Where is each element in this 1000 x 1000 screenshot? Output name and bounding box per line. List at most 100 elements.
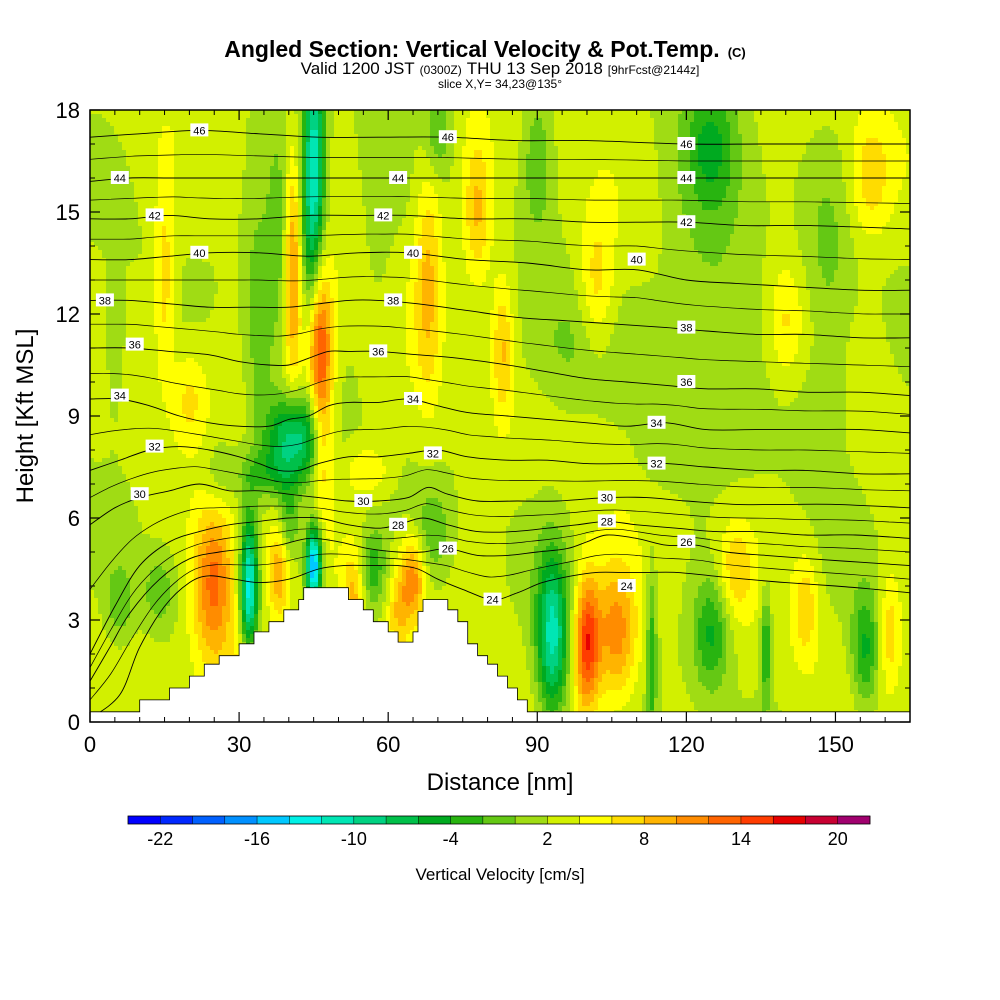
heat-cell <box>290 114 295 119</box>
heat-cell <box>294 114 299 119</box>
heat-cell <box>810 126 815 131</box>
heat-cell <box>326 126 331 131</box>
heat-cell <box>654 126 659 131</box>
heat-cell <box>798 122 803 127</box>
heat-cell <box>742 122 747 127</box>
heat-cell <box>198 114 203 119</box>
heat-cell <box>510 118 515 123</box>
heat-cell <box>370 134 375 139</box>
heat-cell <box>806 126 811 131</box>
heat-cell <box>638 114 643 119</box>
heat-cell <box>882 122 887 127</box>
heat-cell <box>426 130 431 135</box>
heat-cell <box>170 126 175 131</box>
heat-cell <box>306 130 311 135</box>
heat-cell <box>826 122 831 127</box>
heat-cell <box>522 126 527 131</box>
heat-cell <box>882 114 887 119</box>
heat-cell <box>122 130 127 135</box>
heat-cell <box>698 130 703 135</box>
heat-cell <box>338 126 343 131</box>
heat-cell <box>254 122 259 127</box>
heat-cell <box>458 130 463 135</box>
heat-cell <box>350 134 355 139</box>
heat-cell <box>542 118 547 123</box>
heat-cell <box>470 130 475 135</box>
heat-cell <box>830 122 835 127</box>
heat-cell <box>386 126 391 131</box>
heat-cell <box>150 130 155 135</box>
heat-cell <box>682 130 687 135</box>
heat-cell <box>326 114 331 119</box>
heat-cell <box>394 114 399 119</box>
heat-cell <box>654 118 659 123</box>
heat-cell <box>758 118 763 123</box>
heat-cell <box>586 126 591 131</box>
heat-cell <box>170 134 175 139</box>
heat-cell <box>110 134 115 139</box>
heat-cell <box>894 126 899 131</box>
heat-cell <box>854 130 859 135</box>
heat-cell <box>238 122 243 127</box>
heat-cell <box>166 122 171 127</box>
heat-cell <box>266 118 271 123</box>
heat-cell <box>586 122 591 127</box>
heat-cell <box>342 134 347 139</box>
heat-cell <box>282 126 287 131</box>
heat-cell <box>794 130 799 135</box>
heat-cell <box>110 130 115 135</box>
heat-cell <box>698 122 703 127</box>
heat-cell <box>266 126 271 131</box>
heat-cell <box>130 118 135 123</box>
heat-cell <box>662 114 667 119</box>
heat-cell <box>402 126 407 131</box>
heat-cell <box>382 122 387 127</box>
heat-cell <box>310 118 315 123</box>
heat-cell <box>398 126 403 131</box>
heat-cell <box>322 134 327 139</box>
heat-cell <box>822 126 827 131</box>
heat-cell <box>358 130 363 135</box>
heat-cell <box>414 114 419 119</box>
heat-cell <box>302 126 307 131</box>
heat-cell <box>638 118 643 123</box>
heat-cell <box>514 118 519 123</box>
heat-cell <box>206 114 211 119</box>
heat-cell <box>546 122 551 127</box>
heat-cell <box>818 130 823 135</box>
heat-cell <box>334 114 339 119</box>
heat-cell <box>114 126 119 131</box>
heat-cell <box>418 126 423 131</box>
heat-cell <box>750 126 755 131</box>
heat-cell <box>778 122 783 127</box>
heat-cell <box>310 130 315 135</box>
heat-cell <box>362 130 367 135</box>
heat-cell <box>174 114 179 119</box>
heat-cell <box>650 122 655 127</box>
heat-cell <box>110 122 115 127</box>
heat-cell <box>438 114 443 119</box>
heat-cell <box>146 118 151 123</box>
heat-cell <box>762 118 767 123</box>
heat-cell <box>406 114 411 119</box>
heat-cell <box>126 130 131 135</box>
heat-cell <box>750 114 755 119</box>
heat-cell <box>530 118 535 123</box>
heat-cell <box>290 122 295 127</box>
heat-cell <box>262 118 267 123</box>
heat-cell <box>518 122 523 127</box>
heat-cell <box>578 118 583 123</box>
heat-cell <box>422 126 427 131</box>
heat-cell <box>274 114 279 119</box>
heat-cell <box>254 118 259 123</box>
heat-cell <box>858 126 863 131</box>
heat-cell <box>718 118 723 123</box>
heat-cell <box>490 126 495 131</box>
heat-cell <box>158 114 163 119</box>
heat-cell <box>502 126 507 131</box>
heat-cell <box>794 122 799 127</box>
heat-cell <box>370 118 375 123</box>
heat-cell <box>590 118 595 123</box>
heat-cell <box>214 122 219 127</box>
heat-cell <box>322 130 327 135</box>
